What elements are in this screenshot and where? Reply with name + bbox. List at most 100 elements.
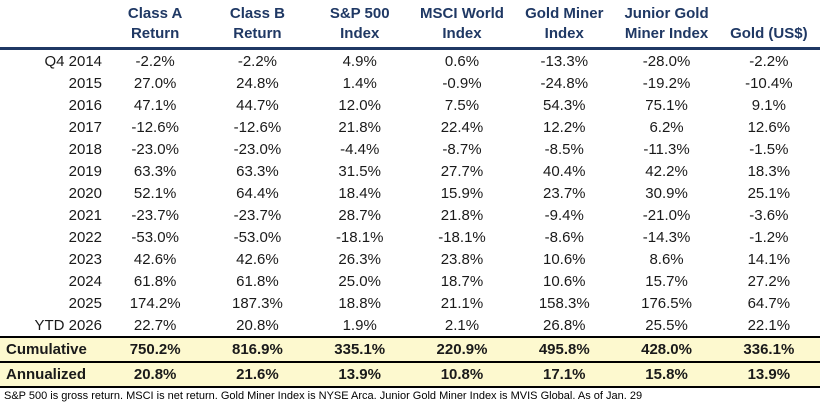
value-cell: 1.4% <box>342 74 377 92</box>
value-cell: -11.3% <box>643 140 690 158</box>
value-cell: 63.3% <box>236 162 279 180</box>
value-cell: 7.5% <box>444 96 480 114</box>
value-cell: 15.7% <box>645 272 688 290</box>
table-body: Q4 2014 -2.2% -2.2% 4.9% 0.6% -13.3% -28.0% -2.… <box>0 49 820 338</box>
value-cell: 12.6% <box>747 118 791 136</box>
summary-value-cell: 10.8% <box>440 366 484 383</box>
summary-value-cell: 816.9% <box>231 341 283 358</box>
value-cell: 21.1% <box>440 294 484 312</box>
value-cell: 30.9% <box>645 184 688 202</box>
row-label: 2022 <box>68 228 102 246</box>
summary-label: Cumulative <box>6 341 87 358</box>
value-cell: 15.9% <box>440 184 484 202</box>
value-cell: 63.3% <box>133 162 177 180</box>
value-cell: 47.1% <box>133 96 177 114</box>
value-cell: 18.3% <box>747 162 791 180</box>
summary-value-cell: 336.1% <box>743 341 795 358</box>
column-header-line1: Gold Miner <box>525 5 604 22</box>
row-label: 2023 <box>68 250 102 268</box>
value-cell: 61.8% <box>133 272 177 290</box>
value-cell: -21.0% <box>642 206 691 224</box>
table-row: 2024 61.8% 61.8% 25.0% 18.7% 10.6% 15.7% 27.2% <box>0 270 820 292</box>
value-cell: 26.3% <box>338 250 381 268</box>
summary-value-cell: 20.8% <box>133 366 177 383</box>
column-header: Gold (US$) <box>718 0 820 49</box>
summary-value-cell: 428.0% <box>641 341 692 358</box>
value-cell: -12.6% <box>131 118 179 136</box>
value-cell: 176.5% <box>641 294 692 312</box>
summary-body: Cumulative 750.2% 816.9% 335.1% 220.9% 495.8%… <box>0 337 820 387</box>
table-row: 2022 -53.0% -53.0% -18.1% -18.1% -8.6% -14.3% -… <box>0 226 820 248</box>
row-label: Q4 2014 <box>44 52 102 70</box>
column-header-line2: Miner Index <box>624 25 709 42</box>
column-header-line1: Class B <box>229 5 285 22</box>
value-cell: 0.6% <box>444 52 480 70</box>
summary-value-cell: 750.2% <box>129 341 181 358</box>
value-cell: 25.5% <box>645 316 688 334</box>
column-header-line2: Index <box>442 25 482 42</box>
row-label: 2024 <box>68 272 102 290</box>
value-cell: 18.8% <box>338 294 381 312</box>
value-cell: 14.1% <box>747 250 791 268</box>
value-cell: 64.7% <box>747 294 791 312</box>
value-cell: 24.8% <box>236 74 279 92</box>
column-header: Gold Miner Index <box>513 0 615 49</box>
value-cell: 6.2% <box>649 118 684 136</box>
column-header-line2: Index <box>544 25 584 42</box>
value-cell: -23.0% <box>233 140 282 158</box>
value-cell: 23.7% <box>542 184 586 202</box>
value-cell: 27.7% <box>440 162 484 180</box>
row-label: 2021 <box>68 206 102 224</box>
summary-row: Cumulative 750.2% 816.9% 335.1% 220.9% 495.8%… <box>0 337 820 362</box>
value-cell: -3.6% <box>749 206 789 224</box>
column-header: S&P 500 Index <box>309 0 411 49</box>
value-cell: 22.7% <box>133 316 177 334</box>
value-cell: 52.1% <box>133 184 177 202</box>
value-cell: -12.6% <box>233 118 282 136</box>
table-row: 2017 -12.6% -12.6% 21.8% 22.4% 12.2% 6.2% 12.6% <box>0 116 820 138</box>
value-cell: 21.8% <box>440 206 484 224</box>
value-cell: 9.1% <box>751 96 786 114</box>
value-cell: 25.1% <box>747 184 791 202</box>
value-cell: 64.4% <box>236 184 279 202</box>
value-cell: 42.6% <box>236 250 279 268</box>
value-cell: -53.0% <box>233 228 282 246</box>
value-cell: -8.5% <box>544 140 584 158</box>
table-row: 2015 27.0% 24.8% 1.4% -0.9% -24.8% -19.2% -10.4… <box>0 72 820 94</box>
value-cell: 27.0% <box>133 74 177 92</box>
summary-value-cell: 220.9% <box>436 341 488 358</box>
table-row: 2016 47.1% 44.7% 12.0% 7.5% 54.3% 75.1% 9.1% <box>0 94 820 116</box>
summary-value-cell: 15.8% <box>645 366 688 383</box>
value-cell: 2.1% <box>444 316 480 334</box>
row-label: 2016 <box>68 96 102 114</box>
value-cell: 158.3% <box>538 294 590 312</box>
value-cell: -23.7% <box>233 206 282 224</box>
column-header-line2: Return <box>130 25 180 42</box>
value-cell: 28.7% <box>338 206 381 224</box>
value-cell: -4.4% <box>340 140 380 158</box>
summary-value-cell: 17.1% <box>542 366 586 383</box>
table-footnote: S&P 500 is gross return. MSCI is net ret… <box>4 390 643 402</box>
table-row: 2025 174.2% 187.3% 18.8% 21.1% 158.3% 176.5% 64… <box>0 292 820 314</box>
value-cell: 42.6% <box>133 250 177 268</box>
row-label: YTD 2026 <box>34 316 102 334</box>
table-row: 2021 -23.7% -23.7% 28.7% 21.8% -9.4% -21.0% -3.… <box>0 204 820 226</box>
value-cell: 40.4% <box>542 162 586 180</box>
value-cell: 8.6% <box>649 250 684 268</box>
value-cell: -2.2% <box>237 52 278 70</box>
column-header-line2: Index <box>340 25 380 42</box>
value-cell: -28.0% <box>642 52 691 70</box>
value-cell: 10.6% <box>542 250 586 268</box>
corner-cell <box>0 0 104 49</box>
value-cell: -23.0% <box>131 140 179 158</box>
column-header-line1: S&P 500 <box>329 5 390 22</box>
value-cell: -2.2% <box>749 52 789 70</box>
value-cell: 54.3% <box>542 96 586 114</box>
row-label: 2019 <box>68 162 102 180</box>
summary-label: Annualized <box>6 366 87 383</box>
value-cell: 25.0% <box>338 272 381 290</box>
table-row: 2019 63.3% 63.3% 31.5% 27.7% 40.4% 42.2% 18.3% <box>0 160 820 182</box>
value-cell: 18.7% <box>440 272 484 290</box>
value-cell: 22.4% <box>440 118 484 136</box>
column-header: MSCI World Index <box>411 0 513 49</box>
